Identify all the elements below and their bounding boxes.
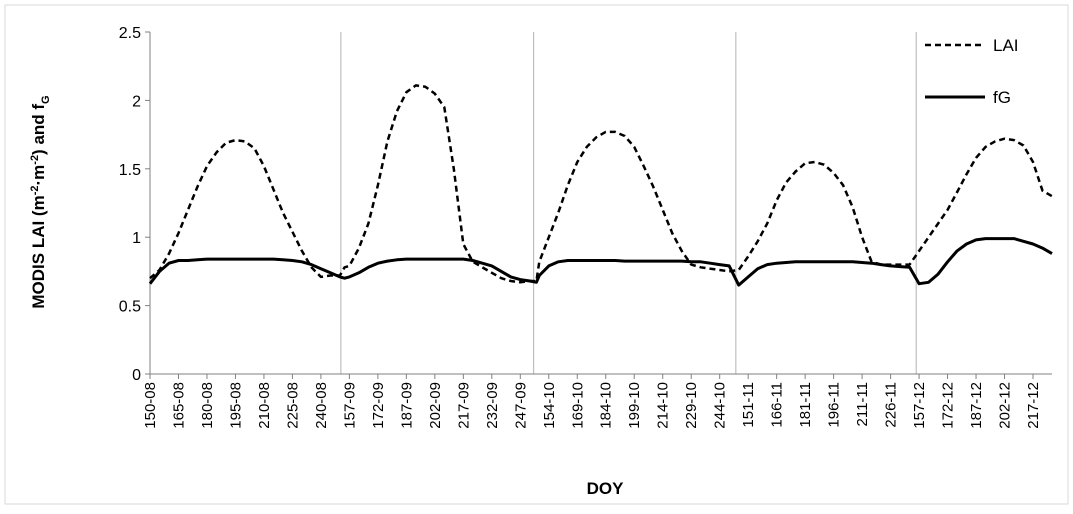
axes: [149, 32, 1052, 375]
y-tick-label: 2: [132, 93, 141, 110]
x-tick-label: 196-11: [826, 382, 843, 428]
y-axis-label-main: MODIS LAI (m: [29, 195, 48, 308]
year-separators: [340, 32, 917, 374]
y-axis-label-end: ) and f: [29, 104, 48, 155]
x-tick-label: 202-12: [997, 382, 1014, 429]
y-tick-label: 0.5: [119, 299, 141, 316]
x-tick-label: 154-10: [541, 382, 558, 429]
y-tick-labels: 0 0.5 1 1.5 2 2.5: [119, 25, 150, 384]
x-tick-label: 172-09: [370, 382, 387, 429]
x-tick-label: 247-09: [512, 382, 529, 429]
x-tick-label: 187-12: [968, 382, 985, 429]
x-tick-label: 184-10: [598, 382, 615, 429]
y-tick-label: 2.5: [119, 25, 141, 42]
x-tick-label: 202-09: [427, 382, 444, 429]
y-axis-label-sup2: -2: [29, 155, 41, 165]
x-tick-label: 217-09: [455, 382, 472, 429]
x-tick-label: 199-10: [626, 382, 643, 429]
legend-label-fg: fG: [993, 88, 1011, 107]
x-tick-label: 172-12: [940, 382, 957, 429]
x-tick-label: 157-09: [341, 382, 358, 429]
x-tick-label: 166-11: [769, 382, 786, 428]
x-tick-label: 232-09: [484, 382, 501, 429]
x-tick-label: 210-08: [256, 382, 273, 429]
x-tick-label: 169-10: [569, 382, 586, 429]
x-tick-label: 226-11: [883, 382, 900, 428]
y-axis-label-sup1: -2: [29, 186, 41, 196]
x-tick-labels: 150-08 165-08 180-08 195-08 210-08 225-08 240-…: [142, 374, 1042, 429]
x-tick-label: 211-11: [854, 382, 871, 426]
y-axis-label-sub: G: [40, 95, 52, 104]
y-axis-label-mid: ·m: [29, 165, 48, 186]
x-tick-label: 225-08: [284, 382, 301, 429]
x-tick-label: 181-11: [797, 382, 814, 428]
series: [148, 84, 1053, 287]
x-tick-label: 150-08: [142, 382, 159, 429]
y-tick-label: 0: [132, 367, 141, 384]
x-tick-label: 214-10: [655, 382, 672, 429]
legend-label-lai: LAI: [993, 36, 1019, 55]
x-tick-label: 195-08: [227, 382, 244, 429]
x-tick-label: 217-12: [1025, 382, 1042, 429]
chart-border: [4, 4, 1069, 505]
series-line-lai: [149, 84, 1053, 284]
x-tick-label: 244-10: [712, 382, 729, 429]
x-axis-label: DOY: [587, 479, 625, 498]
legend: LAI fG: [925, 36, 1019, 107]
x-tick-label: 165-08: [170, 382, 187, 429]
y-tick-label: 1: [132, 230, 141, 247]
x-tick-label: 240-08: [313, 382, 330, 429]
x-tick-label: 180-08: [199, 382, 216, 429]
series-line-fg: [148, 237, 1053, 287]
y-tick-label: 1.5: [119, 162, 141, 179]
x-tick-label: 187-09: [398, 382, 415, 429]
x-tick-label: 229-10: [683, 382, 700, 429]
x-tick-label: 157-12: [911, 382, 928, 429]
x-tick-label: 151-11: [740, 382, 757, 428]
y-axis-label: MODIS LAI (m-2·m-2) and fG: [29, 95, 52, 308]
